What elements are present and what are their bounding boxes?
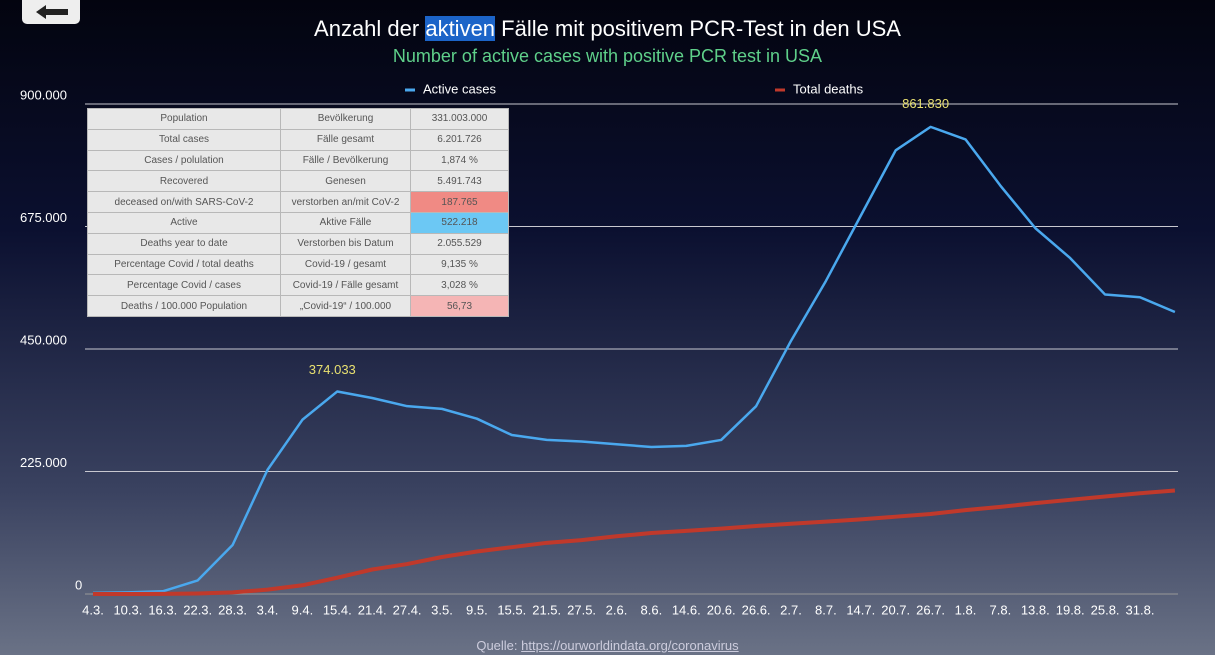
x-tick-label: 1.8.: [955, 602, 977, 617]
x-tick-label: 21.4.: [358, 602, 387, 617]
y-tick-label: 225.000: [20, 455, 67, 470]
x-tick-label: 14.7.: [846, 602, 875, 617]
y-tick-label: 675.000: [20, 210, 67, 225]
table-cell: Active: [87, 211, 281, 234]
table-cell: 331.003.000: [410, 108, 509, 130]
table-cell: 1,874 %: [410, 149, 509, 172]
table-cell: Population: [87, 108, 281, 130]
x-tick-label: 2.6.: [606, 602, 628, 617]
y-tick-label: 450.000: [20, 332, 67, 347]
x-tick-label: 19.8.: [1056, 602, 1085, 617]
title-part: Fälle mit positivem PCR-Test in den USA: [495, 16, 901, 41]
x-tick-label: 16.3.: [148, 602, 177, 617]
table-row: Cases / polulation Fälle / Bevölkerung 1,8…: [87, 149, 509, 172]
x-tick-label: 20.6.: [707, 602, 736, 617]
x-tick-label: 7.8.: [990, 602, 1012, 617]
y-tick-label: 900.000: [20, 87, 67, 102]
back-icon: [36, 5, 68, 19]
x-tick-label: 26.6.: [742, 602, 771, 617]
x-tick-label: 3.4.: [257, 602, 279, 617]
table-cell: deceased on/with SARS-CoV-2: [87, 191, 281, 213]
table-cell: Deaths year to date: [87, 232, 281, 255]
table-row: Recovered Genesen 5.491.743: [87, 170, 509, 193]
table-row: deceased on/with SARS-CoV-2 verstorben an…: [87, 191, 509, 213]
x-tick-label: 27.5.: [567, 602, 596, 617]
x-tick-label: 31.8.: [1126, 602, 1155, 617]
table-cell: 6.201.726: [410, 128, 509, 151]
source: Quelle: https://ourworldindata.org/coron…: [0, 638, 1215, 653]
table-cell: „Covid-19“ / 100.000: [280, 295, 411, 317]
table-cell: 187.765: [410, 191, 509, 213]
table-cell: 9,135 %: [410, 253, 509, 276]
table-cell: Percentage Covid / total deaths: [87, 253, 281, 276]
x-tick-label: 26.7.: [916, 602, 945, 617]
table-cell: Fälle gesamt: [280, 128, 411, 151]
table-cell: verstorben an/mit CoV-2: [280, 191, 411, 213]
table-cell: Fälle / Bevölkerung: [280, 149, 411, 172]
series-line: [92, 488, 1176, 596]
x-tick-label: 8.6.: [641, 602, 663, 617]
annotation: 861.830: [902, 96, 949, 111]
x-tick-label: 14.6.: [672, 602, 701, 617]
table-cell: Verstorben bis Datum: [280, 232, 411, 255]
table-cell: 3,028 %: [410, 274, 509, 297]
legend-label: Total deaths: [793, 81, 864, 96]
x-tick-label: 15.5.: [497, 602, 526, 617]
title-part: Anzahl der: [314, 16, 426, 41]
x-tick-label: 20.7.: [881, 602, 910, 617]
table-cell: Cases / polulation: [87, 149, 281, 172]
x-tick-label: 21.5.: [532, 602, 561, 617]
chart-subtitle: Number of active cases with positive PCR…: [392, 46, 823, 66]
table-cell: Recovered: [87, 170, 281, 193]
x-tick-label: 4.3.: [82, 602, 104, 617]
table-cell: 2.055.529: [410, 232, 509, 255]
title-highlight: aktiven: [425, 16, 496, 41]
x-tick-label: 10.3.: [113, 602, 142, 617]
table-row: Population Bevölkerung 331.003.000: [87, 108, 509, 130]
table-row: Active Aktive Fälle 522.218: [87, 211, 509, 234]
annotation: 374.033: [309, 362, 356, 377]
x-tick-label: 3.5.: [431, 602, 453, 617]
table-row: Deaths year to date Verstorben bis Datum 2…: [87, 232, 509, 255]
x-tick-label: 22.3.: [183, 602, 212, 617]
table-cell: 56,73: [410, 295, 509, 317]
y-tick-label: 0: [75, 577, 82, 592]
chart-title: Anzahl der aktiven Fälle mit positivem P…: [0, 16, 1215, 42]
table-cell: Percentage Covid / cases: [87, 274, 281, 297]
source-link[interactable]: https://ourworldindata.org/coronavirus: [521, 638, 739, 653]
table-row: Deaths / 100.000 Population „Covid-19“ / …: [87, 295, 509, 317]
legend-label: Active cases: [423, 81, 496, 96]
series-line: [92, 125, 1176, 595]
x-tick-label: 15.4.: [323, 602, 352, 617]
table-cell: 5.491.743: [410, 170, 509, 193]
x-tick-label: 28.3.: [218, 602, 247, 617]
x-tick-label: 8.7.: [815, 602, 837, 617]
table-cell: Covid-19 / Fälle gesamt: [280, 274, 411, 297]
table-cell: Genesen: [280, 170, 411, 193]
x-tick-label: 25.8.: [1091, 602, 1120, 617]
table-row: Total cases Fälle gesamt 6.201.726: [87, 128, 509, 151]
source-label: Quelle:: [476, 638, 522, 653]
x-tick-label: 2.7.: [780, 602, 802, 617]
table-row: Percentage Covid / total deaths Covid-19 …: [87, 253, 509, 276]
back-button[interactable]: [22, 0, 80, 24]
x-tick-label: 27.4.: [393, 602, 422, 617]
table-cell: Total cases: [87, 128, 281, 151]
table-cell: Deaths / 100.000 Population: [87, 295, 281, 317]
stats-table: Population Bevölkerung 331.003.000 Total ca…: [87, 108, 509, 317]
x-tick-label: 9.5.: [466, 602, 488, 617]
x-tick-label: 9.4.: [292, 602, 314, 617]
table-cell: Covid-19 / gesamt: [280, 253, 411, 276]
table-cell: Aktive Fälle: [280, 211, 411, 234]
table-row: Percentage Covid / cases Covid-19 / Fälle…: [87, 274, 509, 297]
table-cell: 522.218: [410, 211, 509, 234]
table-cell: Bevölkerung: [280, 108, 411, 130]
x-tick-label: 13.8.: [1021, 602, 1050, 617]
